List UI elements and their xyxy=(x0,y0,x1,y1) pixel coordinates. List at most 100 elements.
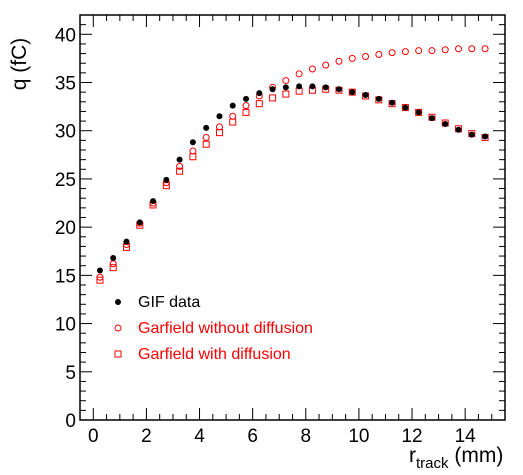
legend-marker xyxy=(114,350,122,358)
y-tick-label: 10 xyxy=(55,315,76,336)
data-point xyxy=(176,167,184,175)
x-axis-label: rtrack (mm) xyxy=(409,444,503,472)
data-point xyxy=(348,54,356,62)
data-point xyxy=(215,129,223,137)
x-tick-label: 8 xyxy=(300,426,311,447)
data-point xyxy=(468,45,476,53)
y-tick-label: 30 xyxy=(55,122,76,143)
x-axis-label-unit: (mm) xyxy=(449,444,504,467)
data-point xyxy=(482,133,489,140)
data-point xyxy=(136,219,143,226)
data-point xyxy=(189,147,197,155)
data-point xyxy=(428,47,436,55)
data-marks xyxy=(96,45,489,284)
data-point xyxy=(150,198,157,205)
data-point xyxy=(282,77,290,85)
legend: GIF data Garfield without diffusion Garfie… xyxy=(114,294,313,363)
data-point xyxy=(243,95,250,102)
x-tick-label: 0 xyxy=(88,426,99,447)
series-1 xyxy=(96,45,489,281)
x-tick-label: 2 xyxy=(141,426,152,447)
data-point xyxy=(362,52,370,60)
data-point xyxy=(242,108,250,116)
data-point xyxy=(269,86,276,93)
data-point xyxy=(481,45,489,53)
y-axis-label: q (fC) xyxy=(8,38,31,91)
data-point xyxy=(442,120,449,127)
x-tick-label: 14 xyxy=(455,426,477,447)
data-point xyxy=(96,267,103,274)
data-point xyxy=(428,115,435,122)
legend-marker xyxy=(114,324,122,332)
data-point xyxy=(309,83,316,90)
x-axis-label-subscript: track xyxy=(416,455,449,472)
data-point xyxy=(176,156,183,163)
data-point xyxy=(110,255,117,261)
data-point xyxy=(389,99,396,106)
data-point xyxy=(375,51,383,59)
data-point xyxy=(255,100,263,108)
x-tick-label: 6 xyxy=(247,426,258,447)
data-point xyxy=(308,65,316,73)
data-point xyxy=(455,126,462,133)
data-point xyxy=(335,86,342,93)
data-point xyxy=(335,57,343,65)
data-point xyxy=(216,113,223,120)
data-point xyxy=(388,49,396,57)
data-point xyxy=(229,102,236,109)
data-point xyxy=(109,260,117,268)
data-point xyxy=(441,46,449,54)
data-point xyxy=(402,104,409,111)
data-point xyxy=(362,92,369,99)
data-point xyxy=(282,90,290,98)
data-point xyxy=(229,118,237,126)
axis-ticks xyxy=(79,14,506,421)
y-tick-label: 5 xyxy=(65,363,76,384)
y-tick-label: 35 xyxy=(55,74,76,95)
data-point xyxy=(415,109,422,116)
data-point xyxy=(269,94,277,102)
x-axis-label-main: r xyxy=(409,444,416,467)
data-point xyxy=(189,153,197,161)
series-0 xyxy=(96,83,489,274)
x-tick-label: 4 xyxy=(194,426,205,447)
x-tick-label: 12 xyxy=(401,426,422,447)
data-point xyxy=(215,123,223,131)
data-point xyxy=(96,276,104,284)
data-point xyxy=(349,89,356,96)
data-point xyxy=(401,48,409,56)
series-2 xyxy=(96,85,489,284)
data-point xyxy=(295,70,303,78)
data-point xyxy=(322,84,329,91)
x-tick-label: 10 xyxy=(348,426,369,447)
legend-label: Garfield without diffusion xyxy=(138,320,313,337)
tick-labels: 0 2 4 6 8 10 12 14 0 5 10 15 20 25 30 35 40 xyxy=(55,25,476,447)
legend-label: Garfield with diffusion xyxy=(138,346,291,363)
data-point xyxy=(229,112,237,120)
data-point xyxy=(189,139,196,146)
data-point xyxy=(123,238,130,245)
data-point xyxy=(242,102,250,110)
data-point xyxy=(109,264,117,272)
y-tick-label: 20 xyxy=(55,218,76,239)
data-point xyxy=(415,47,423,55)
data-point xyxy=(322,61,330,69)
data-point xyxy=(202,133,210,141)
legend-marker xyxy=(115,299,121,305)
y-tick-label: 25 xyxy=(55,170,76,191)
data-point xyxy=(375,95,382,102)
data-point xyxy=(256,90,263,97)
y-tick-label: 40 xyxy=(55,25,76,46)
data-point xyxy=(282,84,289,91)
y-tick-label: 15 xyxy=(55,266,76,287)
data-point xyxy=(455,45,463,53)
data-point xyxy=(203,124,210,131)
data-point xyxy=(163,176,170,183)
legend-label: GIF data xyxy=(138,294,200,311)
data-point xyxy=(202,140,210,148)
data-point xyxy=(176,162,184,170)
data-point xyxy=(96,273,104,281)
y-tick-label: 0 xyxy=(65,411,76,432)
data-point xyxy=(296,83,303,90)
